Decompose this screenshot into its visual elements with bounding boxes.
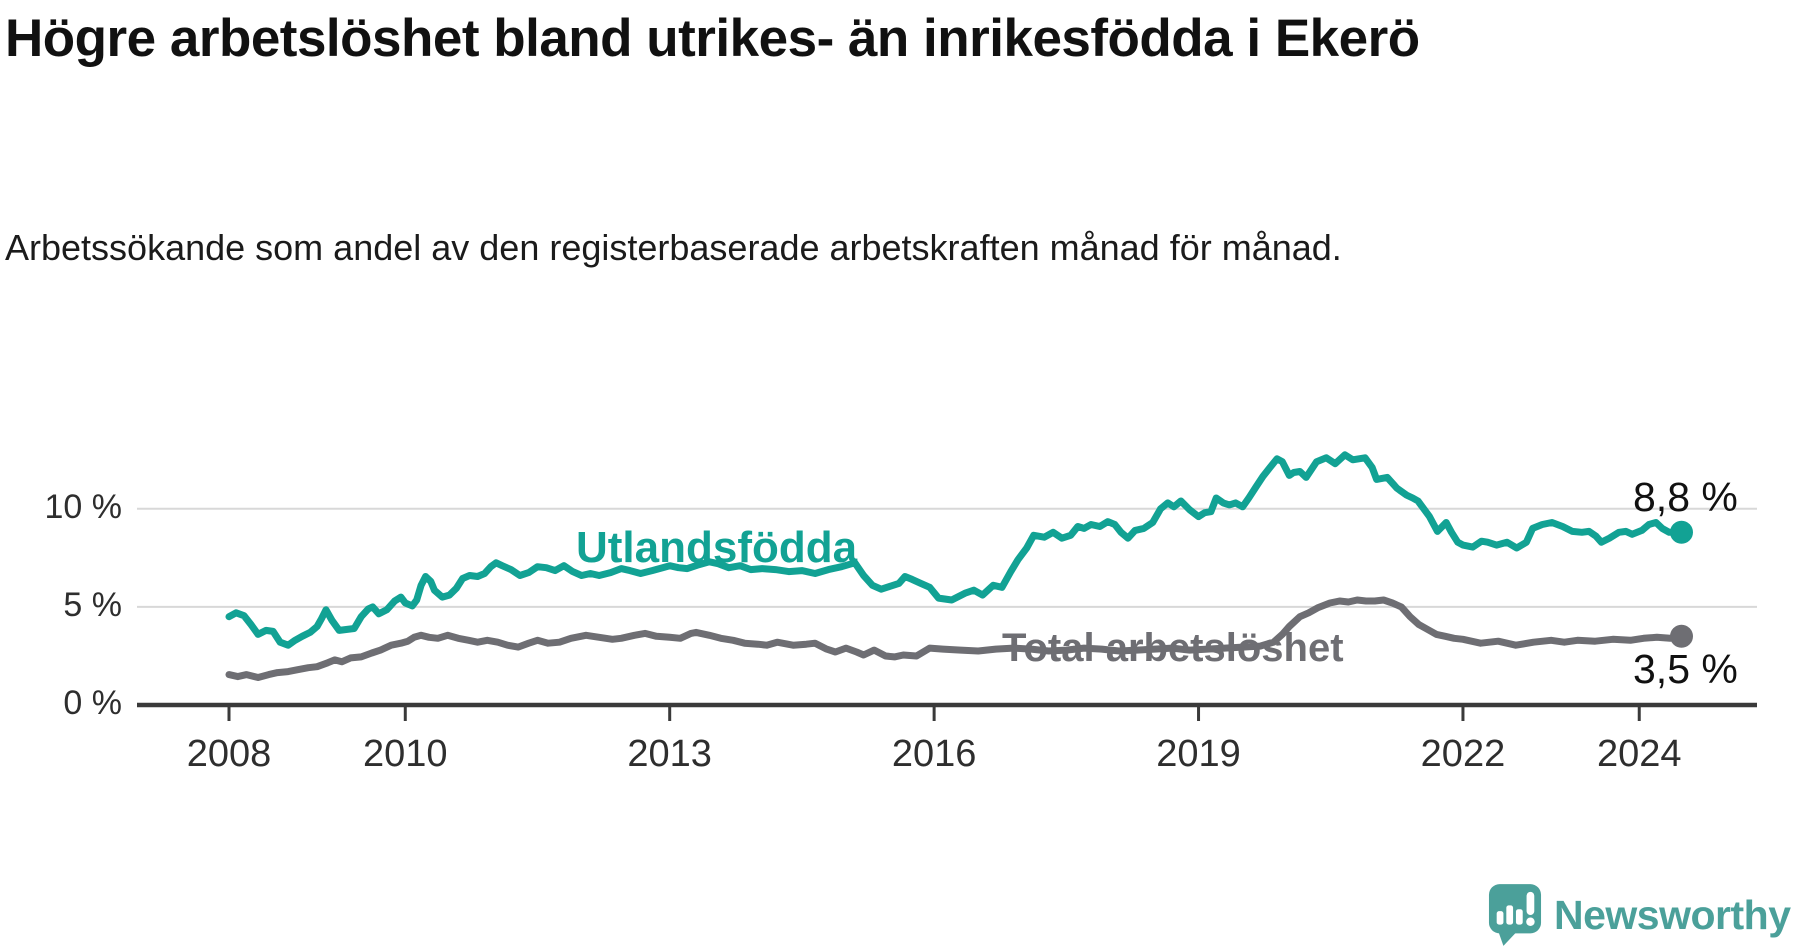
logo-exclamation-bar bbox=[1526, 891, 1535, 915]
newsworthy-wordmark: Newsworthy bbox=[1554, 891, 1791, 938]
newsworthy-bubble-icon bbox=[1488, 884, 1542, 946]
series-end-dot-total bbox=[1670, 624, 1693, 648]
end-value-label-total: 3,5 % bbox=[1633, 646, 1738, 692]
newsworthy-logo: Newsworthy bbox=[1488, 882, 1791, 948]
series-label-total-arbetsloshet: Total arbetslöshet bbox=[1002, 626, 1344, 670]
x-axis-tick-label: 2016 bbox=[891, 733, 977, 775]
series-end-dot-utlandsfodda bbox=[1670, 520, 1693, 544]
x-axis-tick-label: 2013 bbox=[627, 733, 712, 775]
logo-exclamation-dot bbox=[1526, 917, 1535, 926]
x-axis-tick-label: 2010 bbox=[362, 733, 448, 775]
series-line-total bbox=[225, 596, 1685, 681]
x-axis-tick-label: 2019 bbox=[1156, 733, 1241, 775]
x-axis-tick-label: 2024 bbox=[1596, 733, 1682, 775]
logo-bar-3 bbox=[1515, 909, 1523, 925]
chart-subtitle: Arbetssökande som andel av den registerb… bbox=[5, 227, 1342, 268]
y-axis-tick-label: 0 % bbox=[63, 684, 122, 722]
x-axis-tick-label: 2008 bbox=[186, 733, 272, 775]
y-axis-tick-label: 10 % bbox=[44, 487, 123, 526]
series-line-utlandsfodda bbox=[225, 451, 1685, 649]
x-axis-tick-label: 2022 bbox=[1420, 733, 1506, 775]
end-value-label-utlandsfodda: 8,8 % bbox=[1633, 474, 1738, 520]
series-label-utlandsfodda: Utlandsfödda bbox=[576, 523, 858, 572]
page-title: Högre arbetslöshet bland utrikes- än inr… bbox=[5, 9, 1420, 68]
logo-bar-2 bbox=[1506, 905, 1514, 925]
y-axis-tick-label: 5 % bbox=[63, 585, 122, 624]
logo-bar-1 bbox=[1496, 911, 1504, 925]
